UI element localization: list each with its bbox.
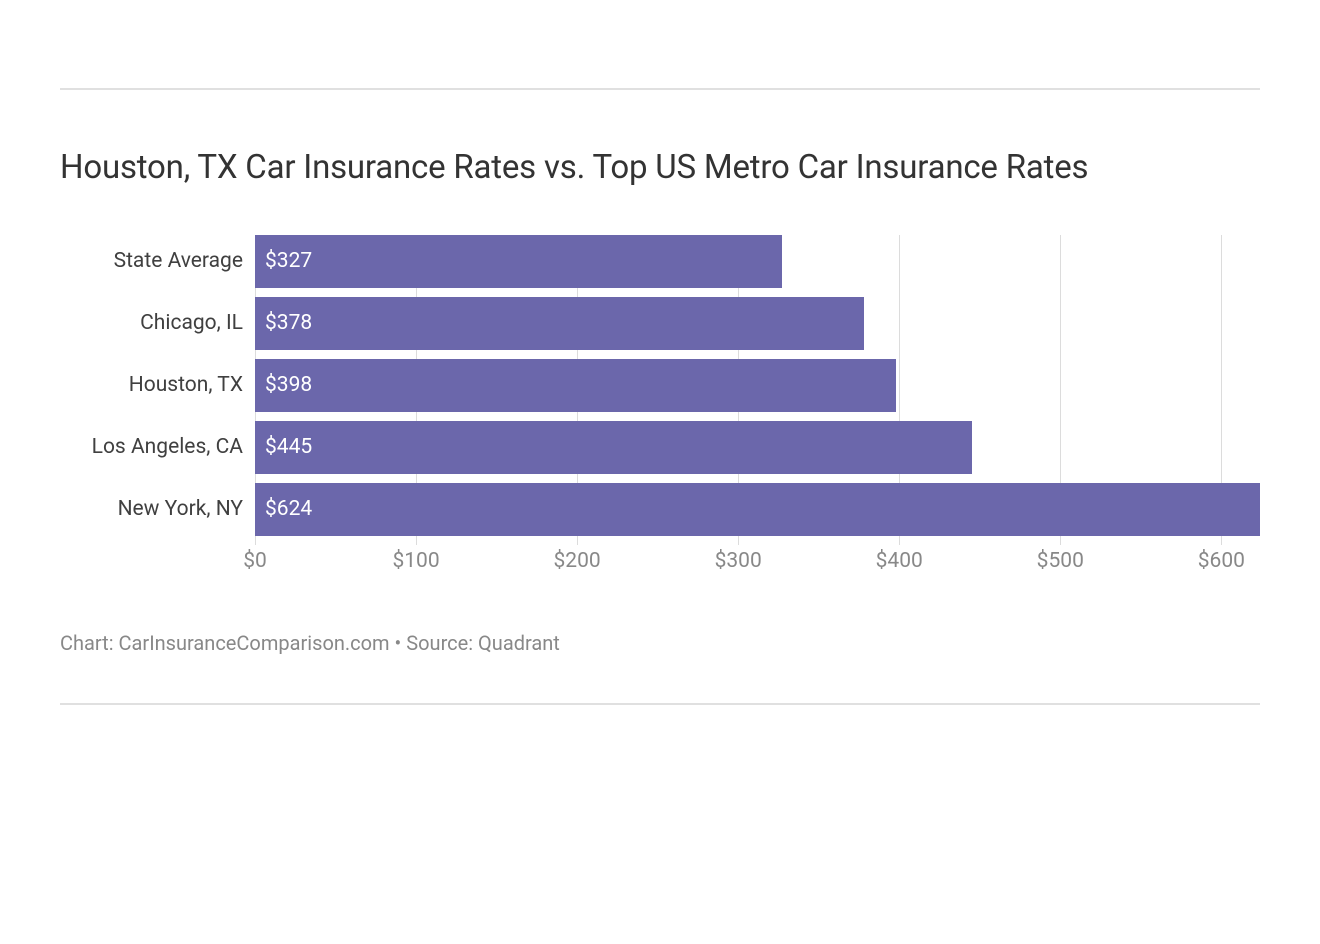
bar xyxy=(255,359,896,412)
bar-value-label: $327 xyxy=(265,235,312,288)
chart-plot: $0$100$200$300$400$500$600State Average$… xyxy=(255,235,1260,545)
top-rule xyxy=(60,88,1260,90)
y-axis-label: Houston, TX xyxy=(129,359,243,412)
bar-value-label: $624 xyxy=(265,483,312,536)
y-axis-label: Los Angeles, CA xyxy=(92,421,243,474)
chart-plot-area: $0$100$200$300$400$500$600State Average$… xyxy=(255,235,1260,575)
x-axis-tick: $400 xyxy=(876,549,923,573)
bar-row: $624 xyxy=(255,483,1260,536)
bar xyxy=(255,297,864,350)
y-axis-label: State Average xyxy=(114,235,243,288)
x-axis-tick: $200 xyxy=(554,549,601,573)
bar xyxy=(255,421,972,474)
x-axis-tick: $500 xyxy=(1037,549,1084,573)
bar-value-label: $445 xyxy=(265,421,312,474)
bar xyxy=(255,483,1260,536)
chart-footer: Chart: CarInsuranceComparison.com • Sour… xyxy=(60,631,1260,655)
bar-row: $398 xyxy=(255,359,1260,412)
x-axis-tick: $600 xyxy=(1198,549,1245,573)
bar-row: $445 xyxy=(255,421,1260,474)
bar-value-label: $398 xyxy=(265,359,312,412)
y-axis-label: New York, NY xyxy=(118,483,243,536)
chart-title: Houston, TX Car Insurance Rates vs. Top … xyxy=(60,148,1260,187)
y-axis-label: Chicago, IL xyxy=(140,297,243,350)
bar xyxy=(255,235,782,288)
bar-value-label: $378 xyxy=(265,297,312,350)
bar-row: $327 xyxy=(255,235,1260,288)
x-axis-tick: $300 xyxy=(715,549,762,573)
chart-container: Houston, TX Car Insurance Rates vs. Top … xyxy=(0,88,1320,705)
x-axis-tick: $0 xyxy=(243,549,267,573)
x-axis-tick: $100 xyxy=(392,549,439,573)
bottom-rule xyxy=(60,703,1260,705)
bar-row: $378 xyxy=(255,297,1260,350)
